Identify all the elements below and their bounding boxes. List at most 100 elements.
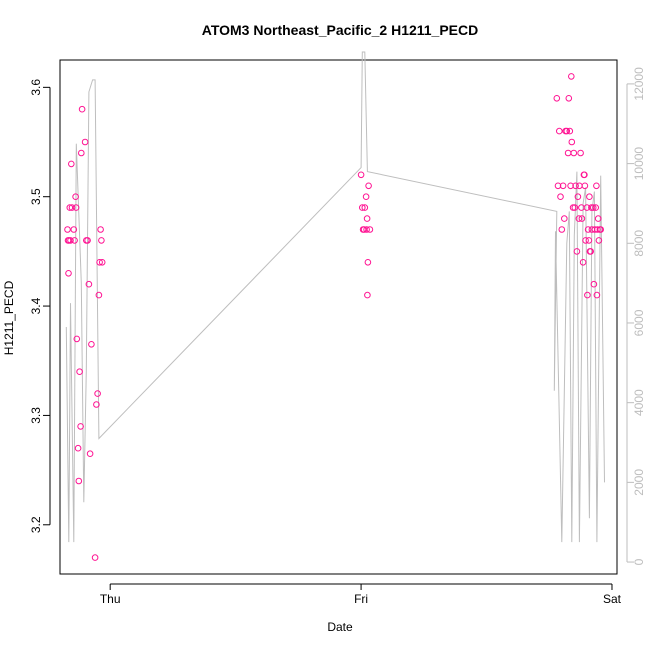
left-tick-label: 3.6 [29,79,43,96]
data-point [95,291,103,299]
data-point [359,204,366,211]
bottom-tick-label: Thu [100,592,121,606]
data-point [65,270,72,277]
data-point [93,401,100,408]
left-axis: 3.2 3.3 3.4 3.5 3.6 [29,79,51,533]
data-point [585,237,593,244]
bottom-axis: Thu Fri Sat [100,583,622,606]
right-axis-series [65,51,605,543]
data-point [592,204,600,211]
data-point [68,204,76,211]
bottom-tick-label: Fri [354,592,368,606]
data-point [81,138,89,146]
data-point [72,204,80,211]
data-point [574,193,582,200]
data-point [575,215,583,222]
right-axis: 0 2000 4000 6000 8000 10000 12000 [626,67,646,565]
right-tick-label: 6000 [632,309,646,336]
data-point [568,73,575,80]
data-point [561,215,568,222]
data-point [78,149,85,157]
data-point [71,237,78,244]
data-point [73,335,81,343]
data-point [566,127,574,135]
right-tick-label: 0 [632,558,646,565]
data-point [581,182,589,190]
data-point [584,291,591,299]
chart-title: ATOM3 Northeast_Pacific_2 H1211_PECD [202,22,479,38]
data-point [84,237,91,244]
data-point [594,226,601,233]
data-point [559,182,567,190]
data-point [571,204,579,211]
data-point [94,390,101,397]
data-point [586,193,593,200]
data-point [578,215,586,222]
data-point [363,226,370,233]
right-tick-label: 2000 [632,469,646,496]
data-point [589,204,597,211]
left-axis-series [64,73,605,561]
data-point [96,259,103,266]
data-point [67,237,74,244]
data-point [590,280,598,288]
data-point [553,95,561,102]
data-point [581,171,588,179]
data-point [64,226,71,233]
data-point [588,204,595,211]
data-point [584,226,592,233]
data-point [363,215,371,222]
data-point [593,291,601,299]
right-tick-label: 12000 [632,67,646,101]
left-tick-label: 3.2 [29,516,43,533]
data-point [98,259,106,266]
plot-frame [59,59,618,575]
data-point [558,226,566,233]
data-point [572,182,579,190]
data-point [91,554,99,561]
right-tick-label: 4000 [632,389,646,416]
left-tick-label: 3.5 [29,188,43,205]
data-point [583,204,591,211]
data-point [72,193,79,200]
data-point [364,291,371,299]
data-point [75,477,83,485]
data-point [357,171,365,179]
right-tick-label: 10000 [632,147,646,181]
x-axis-label: Date [327,620,353,634]
series-line [65,51,605,543]
data-point [98,237,105,244]
data-point [77,423,84,430]
data-point [97,226,104,233]
data-point [593,182,600,190]
data-point [68,160,75,168]
data-point [86,450,94,458]
data-point [70,226,78,233]
left-tick-label: 3.4 [29,297,43,314]
data-point [365,182,372,190]
data-point [579,259,587,266]
data-point [568,138,576,146]
data-point [366,226,374,233]
data-point [78,105,86,113]
data-point [361,204,369,211]
right-tick-label: 8000 [632,230,646,257]
data-point [582,237,589,244]
data-point [74,444,82,452]
data-point [66,204,74,211]
data-point [554,182,562,190]
data-point [563,127,571,135]
data-point [577,149,584,157]
data-point [362,193,370,200]
data-point [570,149,578,157]
data-point [567,182,574,190]
data-point [364,259,372,266]
data-point [88,341,95,348]
data-point [587,248,595,255]
data-point [556,127,563,135]
data-point [594,215,602,222]
data-point [595,237,603,244]
data-point [85,280,93,288]
